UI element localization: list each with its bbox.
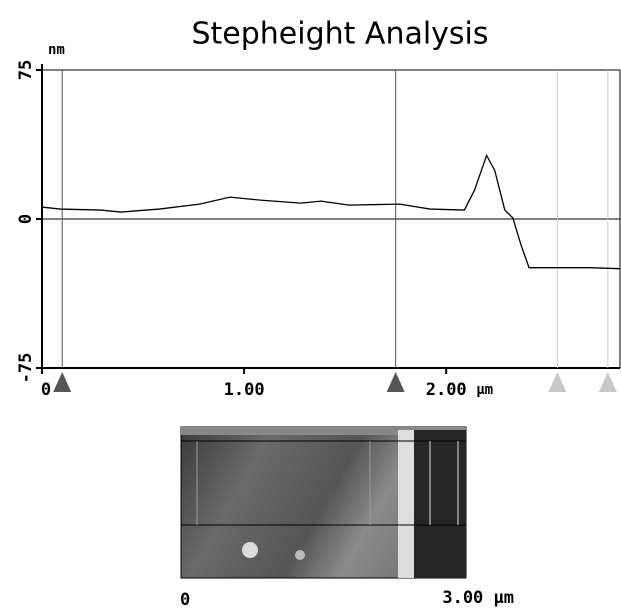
cursor-marker bbox=[53, 372, 72, 392]
y-tick-label: 75 bbox=[16, 60, 36, 80]
y-tick-label: -75 bbox=[16, 353, 36, 384]
particle bbox=[242, 542, 258, 558]
cursor-marker bbox=[548, 372, 567, 392]
profile-line bbox=[41, 153, 621, 270]
chart-title: Stepheight Analysis bbox=[191, 17, 488, 52]
x-tick-label: 2.00 bbox=[426, 380, 467, 400]
x-tick-label: 1.00 bbox=[224, 380, 265, 400]
image-x-end: 3.00 µm bbox=[442, 588, 514, 608]
y-unit: nm bbox=[48, 42, 65, 58]
image-x-start: 0 bbox=[180, 590, 190, 610]
x-unit: µm bbox=[476, 382, 493, 398]
image-band bbox=[181, 427, 466, 435]
particle bbox=[295, 550, 305, 560]
cursor-marker bbox=[386, 372, 405, 392]
afm-image bbox=[180, 426, 467, 579]
bright-edge bbox=[398, 430, 414, 578]
dark-region bbox=[414, 430, 466, 578]
y-tick-label: 0 bbox=[16, 214, 36, 224]
x-tick-label: 0 bbox=[41, 380, 51, 400]
cursor-marker bbox=[598, 372, 617, 392]
